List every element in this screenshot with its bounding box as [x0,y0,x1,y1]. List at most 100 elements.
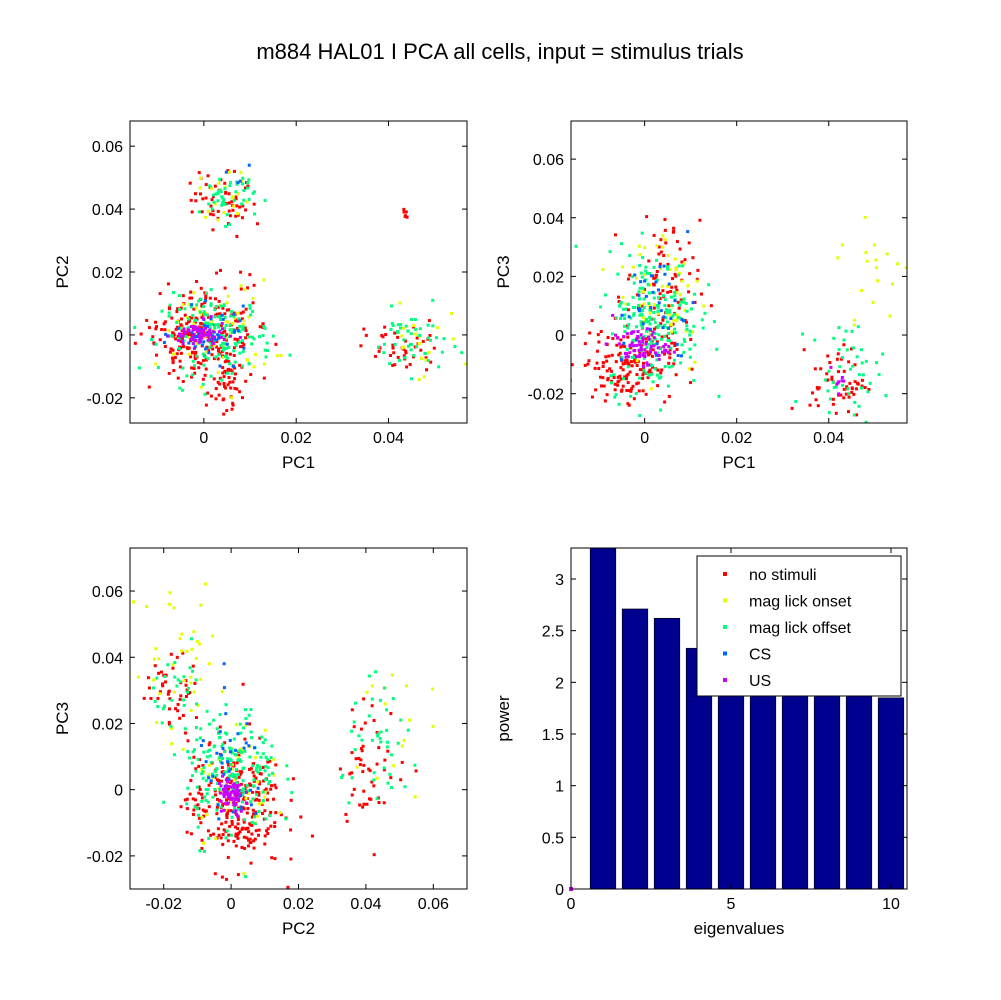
scatter-point [224,802,228,806]
scatter-point [234,214,238,218]
scatter-point [177,337,181,341]
scatter-point [200,210,204,214]
scatter-point [189,779,193,783]
scatter-point [230,330,234,334]
scatter-point [250,736,254,740]
scatter-point [175,320,179,324]
scatter-point [241,767,245,771]
scatter-point [214,305,218,309]
scatter-point [669,323,673,327]
scatter-point [566,390,569,393]
scatter-point [402,210,406,214]
scatter-point [184,679,188,683]
scatter-point [683,258,687,262]
scatter-point [665,284,669,288]
scatter-point [208,345,212,349]
scatter-point [279,353,283,357]
scatter-point [684,320,688,324]
scatter-point [249,313,253,317]
scatter-point [261,322,265,326]
scatter-point [191,669,195,673]
scatter-point [673,290,677,294]
scatter-point [206,829,210,833]
scatter-point [670,303,674,307]
scatter-point [630,355,634,359]
scatter-point [242,346,246,350]
scatter-point [167,602,171,606]
scatter-point [193,337,197,341]
scatter-point [223,187,227,191]
scatter-point [242,820,246,824]
scatter-point [674,268,678,272]
scatter-point [178,716,182,720]
axes-frame [570,547,908,890]
scatter-point [193,364,197,368]
scatter-point [261,765,265,769]
scatter-point [871,300,875,304]
scatter-point [661,326,665,330]
scatter-point [649,306,653,310]
scatter-point [195,354,199,358]
scatter-point [404,351,408,355]
scatter-point [180,649,184,653]
scatter-point [464,362,467,366]
scatter-point [396,355,400,359]
scatter-point [189,198,193,202]
scatter-point [244,801,248,805]
scatter-point [205,755,209,759]
scatter-point [603,399,607,403]
scatter-point [198,849,202,853]
scatter-point [176,709,180,713]
scatter-point [222,381,226,385]
scatter-point [181,713,185,717]
scatter-point [202,750,206,754]
scatter-point [239,791,243,795]
scatter-point [185,797,189,801]
scatter-point [171,361,175,365]
scatter-point [261,741,265,745]
scatter-point [682,262,686,266]
scatter-point [289,798,293,802]
scatter-point [255,797,259,801]
scatter-point [641,389,645,393]
scatter-point [284,817,288,821]
scatter-point [205,324,209,328]
scatter-point [613,382,617,386]
scatter-point [656,304,660,308]
scatter-point [599,305,603,309]
scatter-point [672,350,676,354]
scatter-point [623,345,627,349]
scatter-point [370,780,374,784]
scatter-point [427,351,431,355]
legend-label: no stimuli [749,567,817,584]
scatter-point [223,789,227,793]
scatter-point [256,814,260,818]
scatter-point [656,368,660,372]
scatter-point [621,368,625,372]
scatter-point [233,803,237,807]
scatter-point [258,325,262,329]
scatter-point [626,355,630,359]
scatter-point [219,345,223,349]
scatter-point [367,767,371,771]
scatter-point [239,747,243,751]
scatter-point [237,793,241,797]
scatter-point [621,377,625,381]
scatter-point [180,324,184,328]
scatter-point [211,193,215,197]
scatter-point [222,828,226,832]
scatter-point [850,390,854,394]
scatter-point [239,760,243,764]
scatter-point [675,313,679,317]
scatter-point [418,327,422,331]
scatter-point [203,795,207,799]
scatter-point [251,309,255,313]
scatter-point [662,254,666,258]
scatter-point [453,345,457,349]
scatter-point [826,389,830,393]
scatter-point [360,749,364,753]
scatter-point [188,296,192,300]
scatter-point [215,271,219,275]
scatter-point [601,361,605,365]
scatter-point [209,779,213,783]
